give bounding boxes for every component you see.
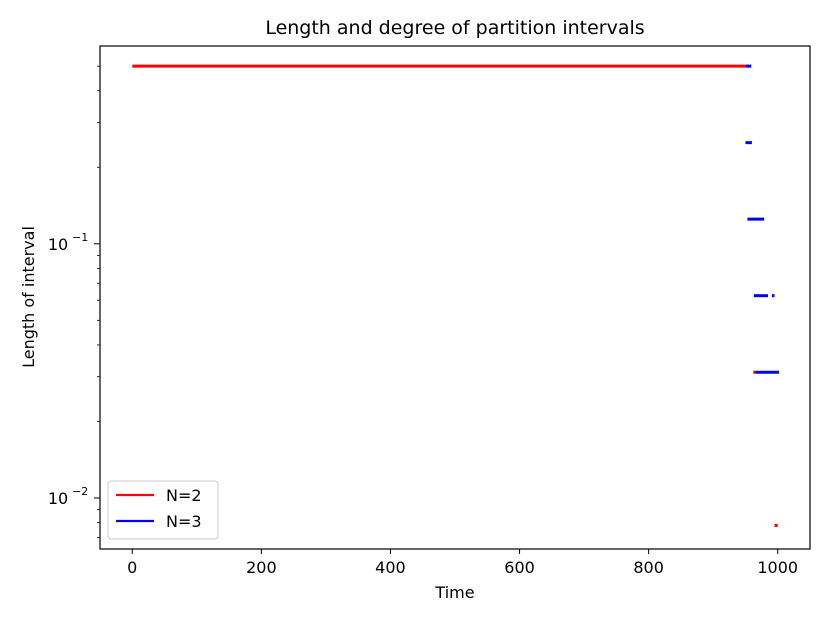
legend: N=2N=3 [107,480,219,540]
x-tick-label: 1000 [757,558,798,577]
series-N=2 [132,64,778,527]
y-tick-exponent: −1 [72,231,88,244]
legend-label: N=2 [166,486,202,505]
y-axis-label: Length of interval [19,226,38,368]
y-tick-label: 10 [48,489,68,508]
x-tick-label: 800 [633,558,664,577]
x-tick-label: 600 [504,558,535,577]
legend-item: N=3 [116,512,202,531]
y-tick-label: 10 [48,235,68,254]
y-tick-exponent: −2 [72,485,88,498]
x-axis: 0 200 400 600 800 1000 [127,549,798,577]
legend-label: N=3 [166,512,202,531]
x-tick-label: 400 [375,558,406,577]
axes-frame [99,45,811,550]
legend-item: N=2 [116,486,202,505]
plot-area [132,64,780,527]
y-axis: 10 −2 10 −1 [48,65,100,538]
x-tick-label: 200 [246,558,277,577]
x-axis-label: Time [434,583,474,602]
x-tick-label: 0 [127,558,137,577]
chart-title: Length and degree of partition intervals [265,17,644,39]
series-N=3 [745,64,780,374]
